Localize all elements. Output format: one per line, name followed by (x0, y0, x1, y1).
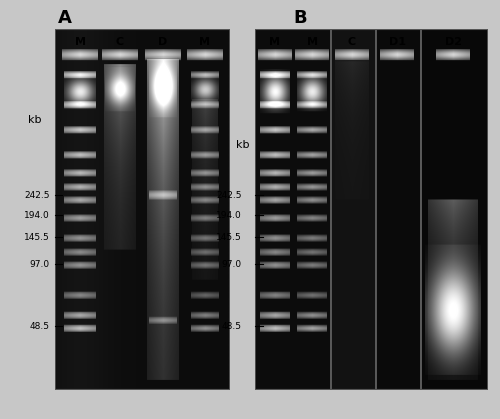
Text: kb: kb (28, 115, 42, 125)
Text: 194.0: 194.0 (24, 210, 50, 220)
Text: 242.5: 242.5 (24, 191, 50, 199)
Text: 48.5: 48.5 (222, 321, 242, 331)
Text: C: C (348, 37, 356, 47)
Text: M: M (200, 37, 210, 47)
Text: kb: kb (236, 140, 250, 150)
Text: A: A (58, 9, 72, 27)
Text: 145.5: 145.5 (216, 233, 242, 241)
Text: D: D (158, 37, 168, 47)
Text: 48.5: 48.5 (30, 321, 50, 331)
Text: 242.5: 242.5 (216, 191, 242, 199)
Text: 97.0: 97.0 (222, 259, 242, 269)
Text: 194.0: 194.0 (216, 210, 242, 220)
Text: D2: D2 (444, 37, 462, 47)
Text: M: M (306, 37, 318, 47)
Text: C: C (116, 37, 124, 47)
Text: 97.0: 97.0 (30, 259, 50, 269)
Text: M: M (270, 37, 280, 47)
Text: 145.5: 145.5 (24, 233, 50, 241)
Text: D1: D1 (388, 37, 406, 47)
Text: B: B (293, 9, 307, 27)
Text: M: M (74, 37, 86, 47)
